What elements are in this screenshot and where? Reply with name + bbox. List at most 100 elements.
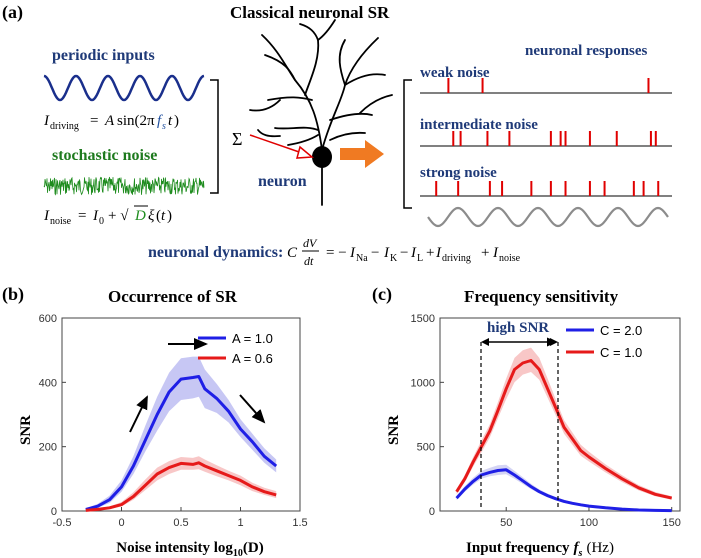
noise-equation: I noise = I 0 + √ D ξ ( t ) xyxy=(43,205,172,227)
svg-text:+ √: + √ xyxy=(108,208,129,224)
svg-text:): ) xyxy=(167,208,172,224)
sum-symbol: Σ xyxy=(232,129,242,149)
y-tick-label: 600 xyxy=(39,313,57,325)
legend-a10-label: A = 1.0 xyxy=(232,331,273,346)
panel-c-xlabel: Input frequency fs (Hz) xyxy=(466,540,614,558)
svg-text:I: I xyxy=(43,208,50,224)
periodic-inputs-label: periodic inputs xyxy=(52,47,155,64)
panel-b-xlabel: Noise intensity log10(D) xyxy=(116,540,264,558)
panel-b-label: (b) xyxy=(2,284,24,305)
svg-text:noise: noise xyxy=(499,253,521,264)
strong-noise-spike-train xyxy=(435,181,660,196)
panel-c-legend: C = 2.0 C = 1.0 xyxy=(566,323,642,360)
plot-frame xyxy=(61,317,301,512)
svg-text:I: I xyxy=(492,245,499,261)
legend-c20-label: C = 2.0 xyxy=(600,323,642,338)
svg-text:L: L xyxy=(417,253,423,264)
svg-text:−: − xyxy=(371,245,379,261)
weak-noise-spike-train xyxy=(447,78,650,93)
svg-text:(: ( xyxy=(156,208,161,224)
svg-text:): ) xyxy=(174,113,179,129)
svg-text:=: = xyxy=(78,208,86,224)
svg-text:+: + xyxy=(481,245,489,261)
series-1-band xyxy=(456,347,672,500)
y-tick-label: 0 xyxy=(51,506,57,518)
x-tick-label: -0.5 xyxy=(53,517,72,529)
driving-equation: I driving = A sin(2π f s t ) xyxy=(43,113,179,132)
svg-text:+: + xyxy=(426,245,434,261)
neuronal-responses-label: neuronal responses xyxy=(525,43,648,59)
high-snr-left-arrowhead xyxy=(481,338,489,346)
svg-text:I: I xyxy=(43,113,50,129)
y-tick-label: 500 xyxy=(417,442,435,454)
svg-text:f: f xyxy=(157,113,163,129)
svg-text:t: t xyxy=(168,113,173,129)
svg-text:=: = xyxy=(90,113,98,129)
svg-text:noise: noise xyxy=(50,216,72,227)
svg-text:I: I xyxy=(383,245,390,261)
series-0-band xyxy=(456,464,672,511)
y-tick-label: 200 xyxy=(39,442,57,454)
svg-text:I: I xyxy=(410,245,417,261)
y-tick-label: 1500 xyxy=(411,313,435,325)
svg-text:t: t xyxy=(161,208,166,224)
neuron-label: neuron xyxy=(258,173,307,190)
x-tick-label: 50 xyxy=(500,517,512,529)
legend-c10-label: C = 1.0 xyxy=(600,345,642,360)
periodic-input-sine-wave xyxy=(43,74,205,102)
plot-frame xyxy=(439,317,681,512)
stochastic-noise-trace xyxy=(43,176,205,196)
svg-text:K: K xyxy=(390,253,398,264)
svg-text:s: s xyxy=(162,121,166,132)
series-0-band xyxy=(85,356,277,510)
series-0-line xyxy=(85,375,278,511)
y-tick-label: 400 xyxy=(39,377,57,389)
svg-text:sin(2π: sin(2π xyxy=(117,113,155,129)
high-snr-right-arrowhead xyxy=(550,338,558,346)
panel-a-label: (a) xyxy=(2,2,23,23)
trend-arrow-down xyxy=(239,394,266,424)
output-arrow xyxy=(340,140,384,168)
series-1-line xyxy=(455,359,673,500)
series-1-line xyxy=(85,461,277,512)
svg-text:C: C xyxy=(287,245,298,261)
input-bracket xyxy=(210,79,219,194)
panel-b-title: Occurrence of SR xyxy=(108,287,238,306)
svg-text:I: I xyxy=(435,245,442,261)
high-snr-annotation: high SNR xyxy=(480,320,559,510)
trend-arrow-up xyxy=(129,395,148,433)
y-tick-label: 0 xyxy=(429,506,435,518)
series-0-line xyxy=(455,468,672,513)
reference-gray-sine-wave xyxy=(427,206,669,228)
noise-trace-path xyxy=(43,176,205,196)
x-tick-label: 1.5 xyxy=(292,517,307,529)
intermediate-noise-label: intermediate noise xyxy=(420,117,538,133)
svg-text:dV: dV xyxy=(303,236,318,250)
high-snr-label: high SNR xyxy=(487,320,549,336)
weak-noise-label: weak noise xyxy=(420,65,490,81)
svg-text:dt: dt xyxy=(304,254,314,268)
svg-text:driving: driving xyxy=(50,121,79,132)
panel-c: (c) Frequency sensitivity SNR Input freq… xyxy=(372,284,681,558)
legend-a06-label: A = 0.6 xyxy=(232,351,273,366)
svg-text:I: I xyxy=(92,208,99,224)
panel-a-title: Classical neuronal SR xyxy=(230,3,390,22)
x-tick-label: 150 xyxy=(663,517,681,529)
panel-c-title: Frequency sensitivity xyxy=(464,287,619,306)
panel-b-ylabel: SNR xyxy=(18,415,34,445)
x-tick-label: 1 xyxy=(237,517,243,529)
neuronal-dynamics-label: neuronal dynamics: xyxy=(148,244,283,261)
svg-text:0: 0 xyxy=(99,216,104,227)
stochastic-noise-label: stochastic noise xyxy=(52,147,157,164)
intermediate-noise-spike-train xyxy=(452,131,657,146)
svg-text:I: I xyxy=(349,245,356,261)
panel-a: (a) Classical neuronal SR periodic input… xyxy=(2,2,672,268)
output-bracket xyxy=(403,79,412,209)
svg-text:−: − xyxy=(400,245,408,261)
x-tick-label: 0 xyxy=(118,517,124,529)
input-arrow-line xyxy=(249,134,303,154)
neuron-soma xyxy=(312,146,332,168)
